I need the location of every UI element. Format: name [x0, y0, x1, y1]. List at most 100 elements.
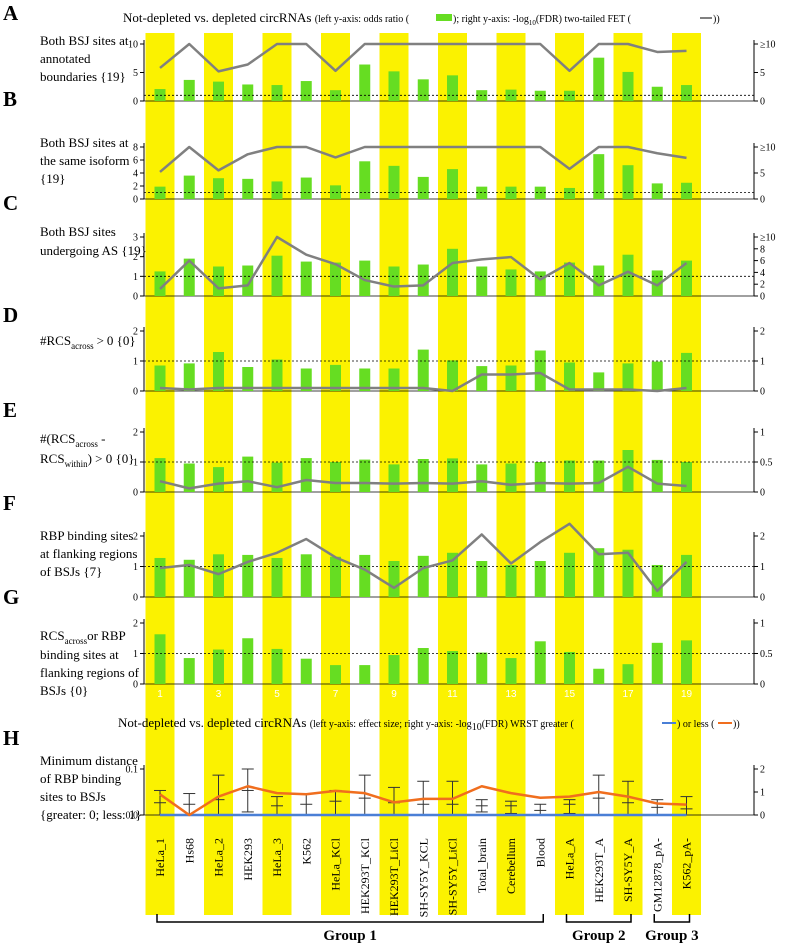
bar [505, 463, 517, 492]
bar [213, 467, 224, 492]
bar [651, 86, 663, 101]
bar [447, 248, 458, 296]
right-tick-label: 1 [760, 619, 765, 630]
row-label-part: - [98, 431, 106, 446]
group-bracket [565, 914, 632, 923]
bar [271, 255, 283, 296]
bottom-header-mid: ) or less ( [677, 719, 715, 730]
row-label: #RCSacross >0 {0} [40, 333, 136, 351]
bar [300, 177, 312, 199]
bar [417, 79, 429, 101]
sample-label: HeLa_3 [270, 838, 284, 877]
bar [242, 367, 254, 391]
row-label: {19} [40, 171, 65, 186]
row-label: RCSwithin) > 0 {0} [40, 451, 134, 469]
right-tick-label: 0 [760, 97, 765, 108]
bar [593, 265, 605, 296]
left-tick-label: 2 [133, 428, 138, 439]
top-header-mid: ); right y-axis: -log10(FDR) two-tailed … [453, 14, 632, 27]
group-label: Group 1 [323, 928, 377, 944]
sample-groups: Group 1 Group 2 Group 3 [156, 914, 699, 944]
right-tick-label: 0 [760, 292, 765, 303]
row-label: Both BSJ sites at [40, 33, 129, 48]
bar [476, 464, 488, 492]
bar [183, 175, 195, 199]
left-tick-label: 0 [133, 488, 138, 499]
bar [476, 561, 488, 597]
bar [417, 648, 429, 684]
bar [183, 363, 195, 391]
legend-bar-swatch [436, 14, 452, 21]
bar [183, 463, 195, 492]
fdr-line [159, 371, 687, 393]
right-tick-label: 0.5 [760, 649, 773, 660]
sample-label: Cerebellum [504, 837, 518, 894]
right-tick-label: 0 [760, 680, 765, 691]
left-tick-label: 0 [133, 593, 138, 604]
bar [651, 564, 663, 597]
bar [622, 363, 634, 391]
row-label-part: ) > 0 {0} [88, 451, 135, 466]
sample-label: SH-SY5Y_A [621, 838, 635, 902]
row-label: {greater: 0; less: 1} [40, 807, 142, 822]
group-bracket [156, 914, 544, 923]
bar [330, 665, 341, 684]
right-tick-label: 8 [760, 244, 765, 255]
bar [271, 648, 283, 684]
sample-number: 9 [391, 689, 397, 700]
bar [213, 81, 224, 101]
row-label-part: 0 {0} [107, 333, 136, 348]
bar [183, 79, 195, 101]
left-tick-label: 8 [133, 143, 138, 154]
sample-number: 3 [216, 689, 222, 700]
row-label: of RBP binding [40, 771, 122, 786]
bar [271, 85, 283, 101]
top-header: Not-depleted vs. depleted circRNAs (left… [123, 10, 410, 25]
right-tick-label: 2 [760, 280, 765, 291]
bar [534, 350, 546, 391]
bar [447, 75, 458, 101]
bar [534, 90, 546, 101]
bar [242, 178, 254, 199]
sample-axis-labels: HeLa_1 Hs68 HeLa_2 HEK293 HeLa_3 K562 HeLa_KCl… [153, 837, 694, 917]
bar [564, 362, 575, 391]
row-label-subscript: across [65, 636, 88, 646]
bar [447, 169, 458, 199]
row-label: RBP binding sites [40, 528, 133, 543]
right-tick-label: 1 [760, 428, 765, 439]
left-tick-label: 1 [133, 272, 138, 283]
left-tick-label: 0 [133, 680, 138, 691]
bar [388, 655, 400, 684]
row-label: undergoing AS {19} [40, 243, 147, 258]
bar [564, 552, 575, 597]
panel-label: A [3, 1, 19, 25]
fdr-line [159, 235, 688, 290]
row-label-subscript: across [71, 341, 94, 351]
right-tick-label: 0 [760, 593, 765, 604]
bar [300, 368, 312, 391]
right-tick-label: 0 [760, 811, 765, 822]
bar [681, 85, 692, 101]
right-tick-label: 6 [760, 256, 765, 267]
bar [447, 360, 458, 391]
right-tick-label: ≥10 [760, 40, 776, 51]
sample-label: K562 [299, 838, 313, 865]
sample-label: Total_brain [475, 838, 489, 893]
row-label: #(RCSacross - [40, 431, 106, 449]
right-tick-label: 4 [760, 268, 765, 279]
left-tick-label: 0 [133, 195, 138, 206]
sample-label: SH-SY5Y_LiCl [446, 837, 460, 915]
top-header-close: )) [713, 14, 720, 25]
bar [330, 90, 341, 101]
row-label: the same isoform [40, 153, 130, 168]
left-tick-label: 0 [133, 97, 138, 108]
panel-e: E #(RCSacross - RCSwithin) > 0 {0} 0 1 2 0 0.5 1 [3, 398, 773, 499]
left-tick-label: 1 [133, 357, 138, 368]
bar [622, 450, 634, 492]
bar [593, 460, 605, 492]
bar [213, 266, 224, 296]
bar [447, 552, 458, 597]
sample-label: HEK293T_A [592, 838, 606, 903]
